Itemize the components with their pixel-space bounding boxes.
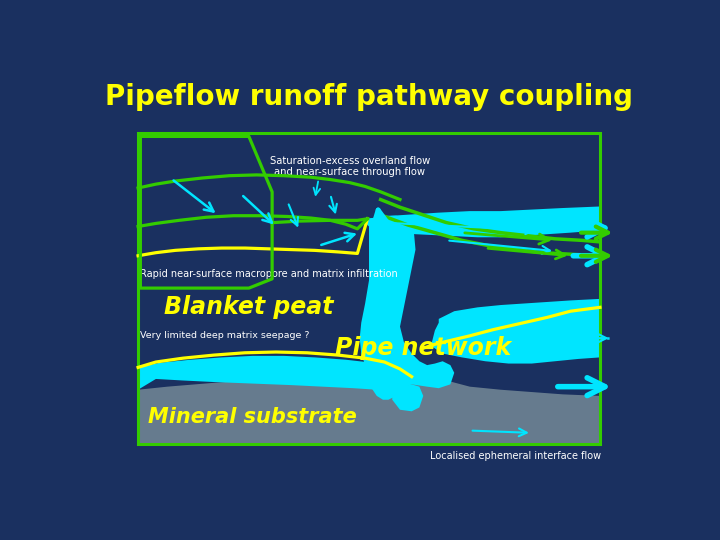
Text: Very limited deep matrix seepage ?: Very limited deep matrix seepage ? bbox=[140, 332, 310, 340]
Polygon shape bbox=[365, 206, 600, 237]
Polygon shape bbox=[431, 299, 600, 363]
Polygon shape bbox=[138, 374, 600, 444]
Text: Pipeflow runoff pathway coupling: Pipeflow runoff pathway coupling bbox=[105, 83, 633, 111]
Text: Mineral substrate: Mineral substrate bbox=[148, 408, 357, 428]
Text: Localised ephemeral interface flow: Localised ephemeral interface flow bbox=[431, 451, 601, 461]
Bar bbox=[138, 132, 600, 444]
Polygon shape bbox=[392, 384, 423, 411]
Text: Blanket peat: Blanket peat bbox=[164, 295, 333, 319]
Polygon shape bbox=[138, 356, 412, 390]
Text: Saturation-excess overland flow
and near-surface through flow: Saturation-excess overland flow and near… bbox=[269, 156, 430, 177]
Text: Pipe network: Pipe network bbox=[335, 336, 511, 360]
Polygon shape bbox=[360, 215, 454, 400]
Text: Rapid near-surface macropore and matrix infiltration: Rapid near-surface macropore and matrix … bbox=[140, 269, 397, 279]
